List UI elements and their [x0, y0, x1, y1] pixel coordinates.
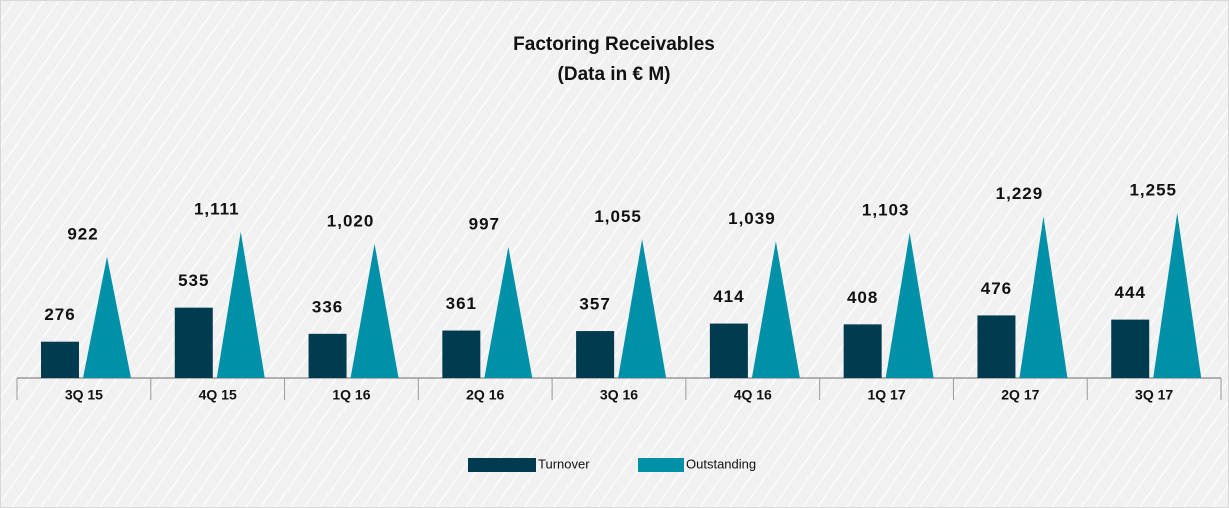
x-tick-label: 2Q 17: [1001, 387, 1039, 403]
legend-label: Turnover: [538, 456, 590, 471]
triangle: [1153, 213, 1202, 378]
value-label: 361: [446, 294, 477, 313]
value-label: 444: [1115, 283, 1146, 302]
bar: [308, 333, 347, 378]
x-tick-label: 3Q 15: [65, 387, 103, 403]
value-label: 1,039: [728, 209, 776, 228]
triangle: [216, 231, 265, 378]
legend-swatch: [638, 458, 684, 472]
bar: [843, 324, 882, 378]
bar: [174, 307, 213, 378]
value-label: 922: [67, 224, 98, 243]
chart-subtitle: (Data in € M): [558, 64, 671, 85]
bar: [576, 331, 615, 378]
bar: [41, 341, 79, 378]
bar: [977, 315, 1016, 378]
value-label: 357: [579, 295, 610, 314]
triangle: [83, 256, 131, 378]
x-tick-label: 4Q 16: [734, 387, 772, 403]
chart-title: Factoring Receivables: [513, 34, 715, 55]
value-label: 1,111: [194, 199, 240, 218]
triangle: [1019, 216, 1068, 378]
legend-swatch: [468, 458, 536, 472]
x-tick-label: 2Q 16: [466, 387, 504, 403]
x-tick-label: 1Q 17: [867, 387, 905, 403]
bar: [709, 323, 748, 378]
value-label: 1,103: [862, 200, 910, 219]
value-label: 535: [178, 271, 209, 290]
value-label: 476: [981, 279, 1012, 298]
triangle: [484, 246, 533, 378]
triangle: [751, 241, 800, 378]
value-label: 414: [713, 287, 744, 306]
x-tick-label: 3Q 17: [1135, 387, 1173, 403]
bar: [1111, 319, 1150, 378]
value-label: 1,255: [1129, 180, 1177, 199]
x-tick-label: 3Q 16: [600, 387, 638, 403]
bar: [442, 330, 481, 378]
x-tick-label: 4Q 15: [199, 387, 237, 403]
value-label: 1,229: [996, 184, 1044, 203]
legend-label: Outstanding: [686, 456, 756, 471]
triangle: [350, 243, 399, 378]
value-label: 336: [312, 297, 343, 316]
x-tick-label: 1Q 16: [332, 387, 370, 403]
value-label: 997: [469, 214, 500, 233]
triangle: [618, 239, 667, 378]
value-label: 276: [44, 305, 75, 324]
value-label: 408: [847, 288, 878, 307]
triangle: [885, 232, 934, 378]
value-label: 1,055: [594, 207, 642, 226]
value-label: 1,020: [327, 211, 375, 230]
